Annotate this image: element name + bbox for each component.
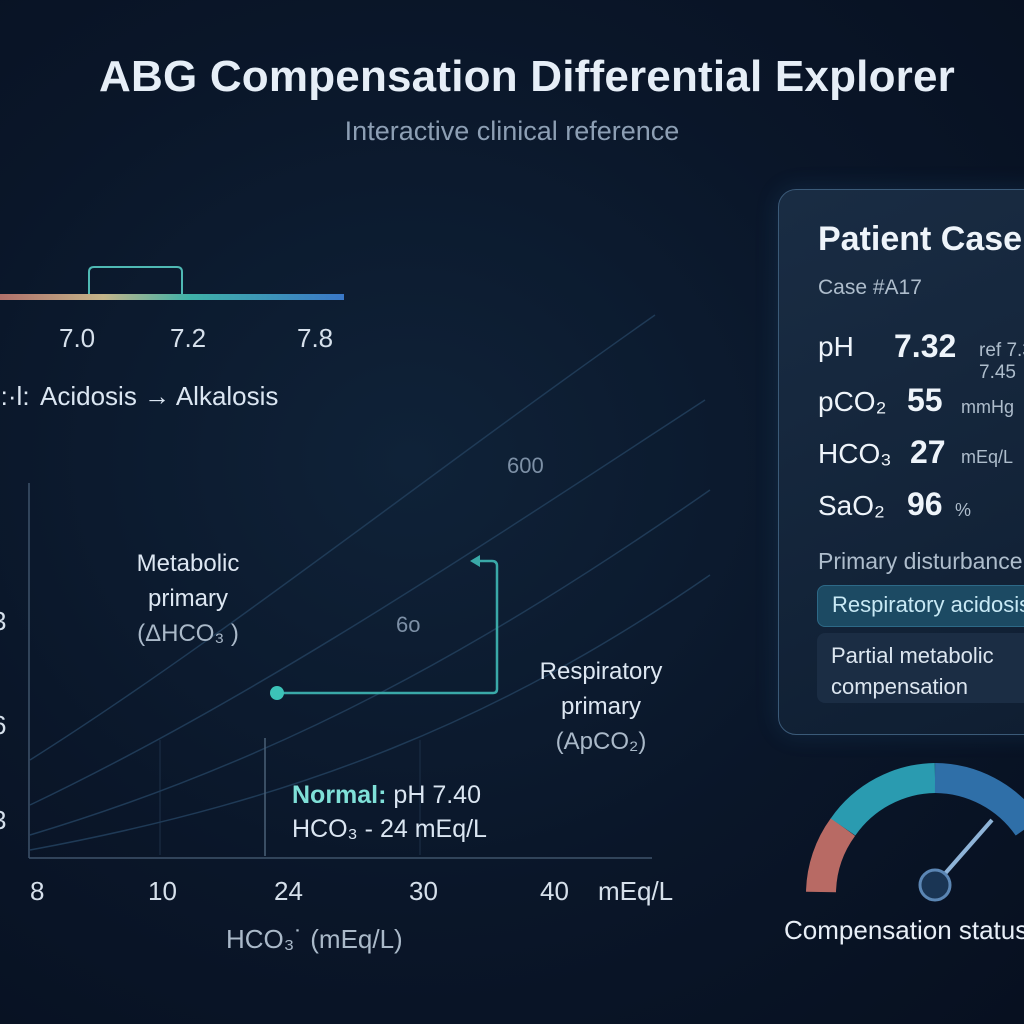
respiratory-primary-label: Respiratory primary (ApCO₂) xyxy=(539,658,663,755)
x-tick: 24 xyxy=(274,876,303,906)
isopleth-label: 6o xyxy=(396,612,421,637)
case-id: Case #A17 xyxy=(818,276,922,299)
primary-disturbance-chip[interactable]: Respiratory acidosis xyxy=(817,585,1024,627)
y-tick: 3 xyxy=(0,805,6,836)
gauge-segment-alk xyxy=(934,763,1024,836)
gauge-hub xyxy=(918,868,952,902)
x-tick: 10 xyxy=(148,876,177,906)
plot-gridlines xyxy=(159,740,421,855)
pco2-unit: mmHg xyxy=(961,397,1014,417)
ph-scale-slider[interactable] xyxy=(88,266,183,294)
sao2-unit: % xyxy=(955,500,972,520)
ph-scale-bar xyxy=(0,294,344,300)
compensation-text: Partial metabolic compensation xyxy=(831,643,994,699)
x-tick: 40 xyxy=(540,876,569,906)
x-tick: 8 xyxy=(30,876,45,906)
x-tick: 30 xyxy=(409,876,438,906)
y-tick: 6 xyxy=(0,710,6,741)
compensation-chip[interactable]: Partial metabolic compensation xyxy=(817,633,1024,703)
pco2-value: 55 xyxy=(907,382,943,418)
ph-reference: ref 7.35–7.45 xyxy=(979,340,1024,383)
y-tick: 3 xyxy=(0,606,6,637)
hco3-label: HCO₃ xyxy=(818,438,892,469)
ph-tick-7-8: 7.8 xyxy=(297,323,334,353)
ph-value: 7.32 xyxy=(894,328,957,364)
gauge-segment-mid xyxy=(830,763,936,836)
ph-tick-7-0: 7.0 xyxy=(59,323,96,353)
normal-annotation: Normal: pH 7.40 HCO₃ - 24 mEq/L xyxy=(292,781,487,843)
ph-scale-label-prefix: ·:·l: xyxy=(0,381,30,411)
x-axis-label: HCO₃˙ (mEq/L) xyxy=(226,924,403,954)
sao2-value: 96 xyxy=(907,486,943,522)
ph-label: pH xyxy=(818,331,854,362)
primary-disturbance-text: Respiratory acidosis xyxy=(832,592,1024,617)
compensation-gauge xyxy=(806,763,1024,902)
panel-title: Patient Case xyxy=(818,220,1023,258)
patient-case-panel: Patient Case Case #A17 pH 7.32 ref 7.35–… xyxy=(778,189,1024,735)
hco3-unit: mEq/L xyxy=(961,447,1014,467)
patient-point[interactable] xyxy=(270,686,284,700)
hco3-value: 27 xyxy=(910,434,946,470)
gauge-segment-acid xyxy=(806,818,856,893)
ph-scale-label: Acidosis → Alkalosis xyxy=(40,381,279,411)
compensation-path xyxy=(277,559,499,695)
isopleth-label: 600 xyxy=(507,453,544,478)
gauge-label: Compensation status xyxy=(784,915,1024,945)
page-subtitle: Interactive clinical reference xyxy=(344,116,680,146)
x-axis-unit: mEq/L xyxy=(598,876,674,906)
page-title: ABG Compensation Differential Explorer xyxy=(99,52,955,101)
primary-disturbance-label: Primary disturbance xyxy=(818,548,1023,574)
metabolic-primary-label: Metabolic primary (ΔHCO₃ ) xyxy=(136,550,240,647)
ph-tick-7-2: 7.2 xyxy=(170,323,207,353)
pco2-label: pCO₂ xyxy=(818,386,887,417)
pco2-isopleths xyxy=(29,314,711,851)
compensation-arrowhead xyxy=(470,555,480,567)
sao2-label: SaO₂ xyxy=(818,490,885,521)
